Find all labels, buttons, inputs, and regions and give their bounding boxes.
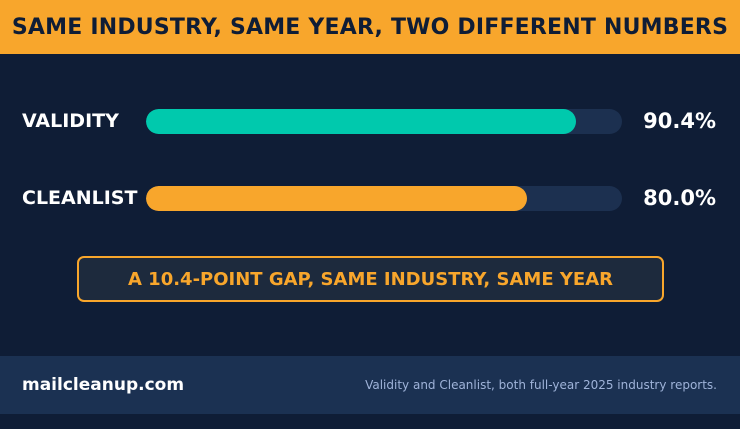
bar-track-validity [146, 109, 622, 134]
chart-title: SAME INDUSTRY, SAME YEAR, TWO DIFFERENT … [11, 14, 729, 40]
callout-text: A 10.4-POINT GAP, SAME INDUSTRY, SAME YE… [127, 268, 614, 290]
header-banner: SAME INDUSTRY, SAME YEAR, TWO DIFFERENT … [0, 0, 740, 54]
bar-row-validity: VALIDITY 90.4% [0, 101, 740, 141]
bar-label-cleanlist: CLEANLIST [22, 187, 138, 209]
bar-value-label-validity: 90.4% [643, 109, 716, 133]
footer-source-note: Validity and Cleanlist, both full-year 2… [365, 378, 717, 392]
callout-box: A 10.4-POINT GAP, SAME INDUSTRY, SAME YE… [77, 256, 664, 302]
bar-label-validity: VALIDITY [22, 110, 119, 132]
bar-validity [146, 109, 577, 134]
bar-row-cleanlist: CLEANLIST 80.0% [0, 178, 740, 218]
bar-track-cleanlist [146, 186, 622, 211]
footer: mailcleanup.com Validity and Cleanlist, … [0, 356, 740, 414]
bar-value-label-cleanlist: 80.0% [643, 186, 716, 210]
bar-cleanlist [146, 186, 527, 211]
footer-site-link[interactable]: mailcleanup.com [22, 375, 185, 395]
